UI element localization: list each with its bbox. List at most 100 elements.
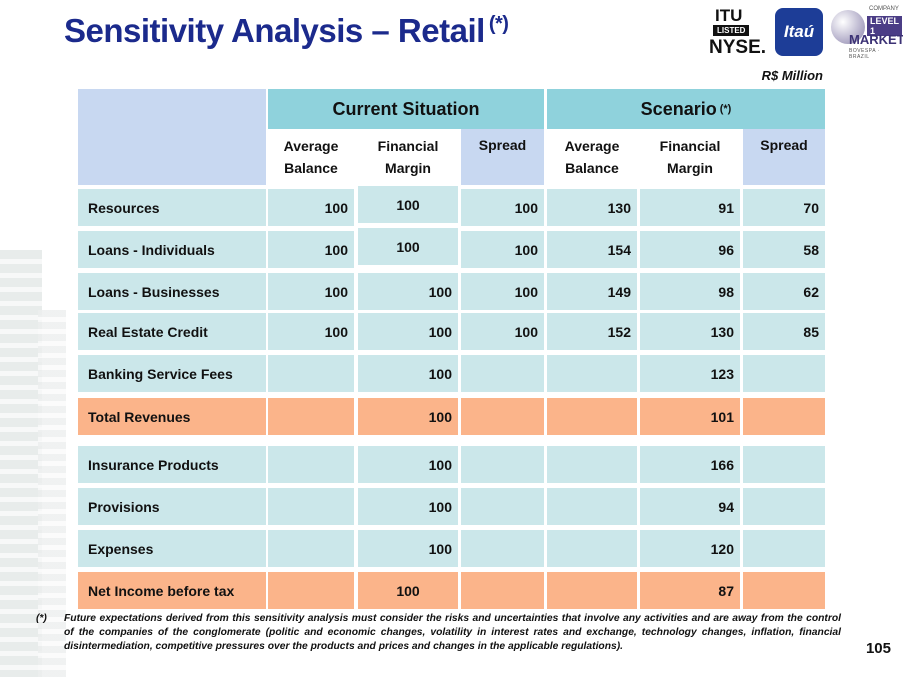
sc-spread-label: Spread xyxy=(760,137,808,153)
cur-spread-cell: 100 xyxy=(461,231,544,268)
sc-avg-balance-cell xyxy=(547,355,637,392)
sc-spread-header: Spread xyxy=(743,129,825,185)
footnote-mark: (*) xyxy=(36,613,47,624)
cur-avg-balance-cell xyxy=(268,488,354,525)
cur-spread-cell xyxy=(461,446,544,483)
sc-fin-margin-cell: 94 xyxy=(640,488,740,525)
sc-avg-balance-cell xyxy=(547,446,637,483)
row-label: Loans - Individuals xyxy=(78,231,266,268)
cur-spread-cell: 100 xyxy=(461,313,544,350)
current-situation-header: Current Situation xyxy=(268,89,544,129)
cur-spread-cell: 100 xyxy=(461,189,544,226)
itu-logo-text: ITU xyxy=(715,6,743,25)
cur-fin-margin-cell: 100 xyxy=(358,572,458,609)
sc-fin-margin-cell: 101 xyxy=(640,398,740,435)
background-building-image xyxy=(0,250,70,677)
cur-avg-balance-cell xyxy=(268,446,354,483)
row-label: Real Estate Credit xyxy=(78,313,266,350)
sc-avg-balance-cell: 130 xyxy=(547,189,637,226)
itu-nyse-logo: ITU LISTED NYSE. xyxy=(707,4,766,62)
building-stripes-left xyxy=(0,250,42,677)
cur-fin-margin-cell: 100 xyxy=(358,355,458,392)
cur-fin-margin-header: Financial Margin xyxy=(358,129,458,185)
cur-spread-cell xyxy=(461,572,544,609)
current-situation-label: Current Situation xyxy=(332,98,480,119)
cur-avg-balance-cell: 100 xyxy=(268,313,354,350)
cur-fin-margin-cell: 100 xyxy=(358,446,458,483)
scenario-label: Scenario xyxy=(640,98,717,119)
row-label: Net Income before tax xyxy=(78,572,266,609)
sc-avg-balance-cell xyxy=(547,488,637,525)
sc-spread-cell xyxy=(743,398,825,435)
sc-fin-margin-line1: Financial xyxy=(659,138,721,154)
bovespa-level1-logo: COMPANY LEVEL 1 MARKET BOVESPA · BRAZIL xyxy=(831,6,903,60)
sc-avg-balance-cell xyxy=(547,530,637,567)
itu-listed-text: LISTED xyxy=(713,25,750,36)
cur-fin-margin-cell: 100 xyxy=(358,228,458,265)
scenario-note: (*) xyxy=(719,103,732,115)
cur-avg-balance-line1: Average xyxy=(283,138,339,154)
row-label: Banking Service Fees xyxy=(78,355,266,392)
cur-spread-cell xyxy=(461,530,544,567)
footnote: (*) Future expectations derived from thi… xyxy=(36,612,841,654)
row-label: Provisions xyxy=(78,488,266,525)
row-label: Expenses xyxy=(78,530,266,567)
sc-fin-margin-cell: 98 xyxy=(640,273,740,310)
level1-bovespa-text: BOVESPA · BRAZIL xyxy=(849,48,880,60)
building-stripes-right xyxy=(38,310,66,677)
page-title: Sensitivity Analysis – Retail (*) xyxy=(64,12,509,50)
cur-spread-cell xyxy=(461,488,544,525)
cur-avg-balance-cell xyxy=(268,355,354,392)
sc-fin-margin-header: Financial Margin xyxy=(640,129,740,185)
sc-fin-margin-line2: Margin xyxy=(667,160,713,176)
globe-icon xyxy=(831,10,865,44)
sc-avg-balance-line1: Average xyxy=(564,138,620,154)
sc-fin-margin-cell: 130 xyxy=(640,313,740,350)
unit-label: R$ Million xyxy=(761,68,823,83)
row-label: Resources xyxy=(78,189,266,226)
cur-avg-balance-cell xyxy=(268,398,354,435)
sc-avg-balance-cell: 152 xyxy=(547,313,637,350)
sc-fin-margin-cell: 123 xyxy=(640,355,740,392)
logo-group: ITU LISTED NYSE. Itaú COMPANY LEVEL 1 MA… xyxy=(707,4,903,62)
sc-spread-cell xyxy=(743,572,825,609)
level1-market-text: MARKET xyxy=(849,32,903,47)
cur-avg-balance-line2: Balance xyxy=(284,160,338,176)
cur-spread-cell: 100 xyxy=(461,273,544,310)
cur-avg-balance-cell: 100 xyxy=(268,189,354,226)
cur-fin-margin-cell: 100 xyxy=(358,530,458,567)
sc-spread-cell: 70 xyxy=(743,189,825,226)
sc-spread-cell: 58 xyxy=(743,231,825,268)
sc-spread-cell: 62 xyxy=(743,273,825,310)
cur-fin-margin-cell: 100 xyxy=(358,398,458,435)
sc-avg-balance-cell xyxy=(547,398,637,435)
page-title-note: (*) xyxy=(488,13,509,35)
page-number: 105 xyxy=(865,640,891,657)
cur-avg-balance-header: Average Balance xyxy=(268,129,354,185)
row-label: Total Revenues xyxy=(78,398,266,435)
sc-spread-cell xyxy=(743,355,825,392)
sc-spread-cell xyxy=(743,530,825,567)
footnote-text: Future expectations derived from this se… xyxy=(64,613,841,652)
sc-fin-margin-cell: 166 xyxy=(640,446,740,483)
itau-logo: Itaú xyxy=(775,8,823,56)
sc-fin-margin-cell: 87 xyxy=(640,572,740,609)
page-title-text: Sensitivity Analysis – Retail xyxy=(64,12,485,49)
cur-fin-margin-cell: 100 xyxy=(358,313,458,350)
cur-fin-margin-cell: 100 xyxy=(358,186,458,223)
sc-spread-cell: 85 xyxy=(743,313,825,350)
scenario-header: Scenario (*) xyxy=(547,89,825,129)
cur-fin-margin-cell: 100 xyxy=(358,273,458,310)
cur-fin-margin-line2: Margin xyxy=(385,160,431,176)
table-corner-cell xyxy=(78,89,266,185)
cur-avg-balance-cell xyxy=(268,530,354,567)
sc-avg-balance-header: Average Balance xyxy=(547,129,637,185)
cur-avg-balance-cell: 100 xyxy=(268,273,354,310)
sc-fin-margin-cell: 120 xyxy=(640,530,740,567)
sc-avg-balance-cell xyxy=(547,572,637,609)
level1-company-text: COMPANY xyxy=(869,6,899,12)
cur-spread-cell xyxy=(461,355,544,392)
sc-fin-margin-cell: 96 xyxy=(640,231,740,268)
row-label: Loans - Businesses xyxy=(78,273,266,310)
level1-level-text: LEVEL 1 xyxy=(867,16,902,36)
